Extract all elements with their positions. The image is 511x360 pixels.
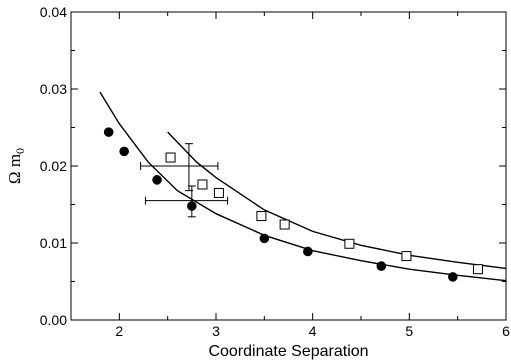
y-tick-label: 0.01: [40, 235, 67, 251]
x-tick-label: 6: [502, 323, 510, 339]
curves-group: [99, 91, 507, 282]
data-point-filled: [259, 233, 270, 244]
data-point-open: [472, 264, 483, 275]
labels-group: Coordinate Separation Ω m0: [5, 148, 369, 360]
data-point-filled: [152, 175, 162, 185]
data-point-open: [165, 152, 176, 163]
axes-group: 2 3 4 5 6 0.00 0.01 0.02 0.03 0.04: [40, 4, 510, 339]
data-point-filled: [303, 246, 313, 257]
data-point-filled: [448, 272, 458, 282]
series-line-3: [99, 91, 507, 282]
data-point-open: [256, 211, 267, 222]
x-tick-label: 4: [309, 323, 317, 339]
data-point-open: [344, 238, 355, 249]
y-tick-label: 0.02: [40, 158, 67, 174]
data-point-filled: [376, 261, 387, 271]
series-line-4: [167, 131, 507, 270]
x-tick-label: 2: [115, 323, 123, 339]
data-point-open: [279, 219, 290, 230]
data-point-filled: [119, 146, 129, 157]
y-axis-label-main: Ω m: [5, 154, 24, 184]
x-tick-label: 3: [212, 323, 220, 339]
y-tick-label: 0.03: [40, 81, 67, 97]
error-bars-group: [140, 143, 229, 218]
data-point-filled: [187, 201, 197, 211]
data-point-open: [213, 187, 224, 198]
x-axis-label: Coordinate Separation: [208, 343, 368, 360]
points-group: [103, 127, 483, 282]
y-tick-label: 0.04: [40, 4, 67, 20]
y-tick-label: 0.00: [40, 312, 67, 328]
data-point-open: [197, 179, 208, 190]
data-point-filled: [103, 127, 114, 137]
x-tick-label: 5: [405, 323, 413, 339]
data-point-open: [401, 251, 412, 262]
y-axis-label: Ω m0: [5, 148, 27, 184]
y-axis-label-subscript: 0: [13, 148, 27, 154]
